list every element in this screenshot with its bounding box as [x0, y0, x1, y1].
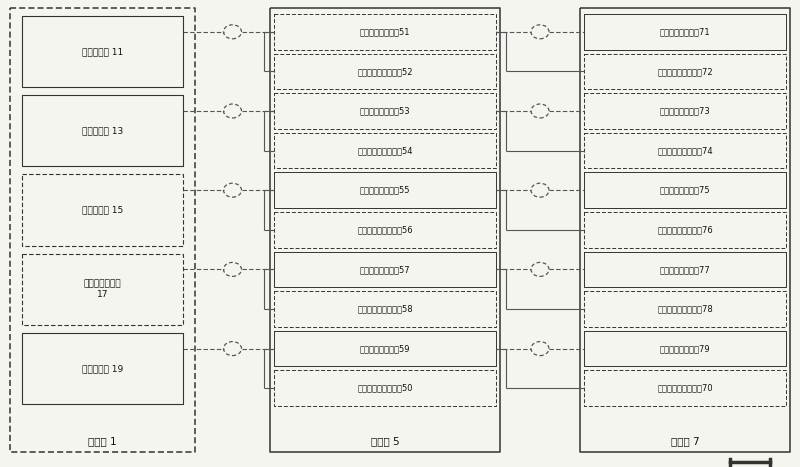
Text: 反馈传感器 19: 反馈传感器 19	[82, 364, 123, 373]
Text: 主机房 1: 主机房 1	[88, 436, 117, 446]
Text: 第一信号转接端子51: 第一信号转接端子51	[360, 27, 410, 36]
Text: 调速系统传感器
17: 调速系统传感器 17	[84, 280, 122, 299]
Text: 第一信号接收端子71: 第一信号接收端子71	[660, 27, 710, 36]
Text: 转接箱 5: 转接箱 5	[370, 436, 399, 446]
Text: 第二信号转接端子53: 第二信号转接端子53	[360, 106, 410, 115]
Text: 第四屏蔽层转接端子58: 第四屏蔽层转接端子58	[357, 304, 413, 313]
Text: 第五屏蔽层转接端子50: 第五屏蔽层转接端子50	[358, 384, 413, 393]
Text: 第五信号接收端子79: 第五信号接收端子79	[660, 344, 710, 353]
Text: 第五信号转接端子59: 第五信号转接端子59	[360, 344, 410, 353]
Text: 第二屏蔽层接地端子74: 第二屏蔽层接地端子74	[657, 146, 713, 155]
Text: 温度传感器 11: 温度传感器 11	[82, 47, 123, 56]
Text: 第三信号接收端子75: 第三信号接收端子75	[660, 186, 710, 195]
Text: 第四信号接收端子77: 第四信号接收端子77	[660, 265, 710, 274]
Text: 第四屏蔽层接地端子78: 第四屏蔽层接地端子78	[657, 304, 713, 313]
Text: 第一屏蔽层转接端子52: 第一屏蔽层转接端子52	[358, 67, 413, 76]
Text: 第三信号转接端子55: 第三信号转接端子55	[360, 186, 410, 195]
Text: 第二信号接收端子73: 第二信号接收端子73	[660, 106, 710, 115]
Text: 第一屏蔽层接地端子72: 第一屏蔽层接地端子72	[657, 67, 713, 76]
Text: 第五屏蔽层接地端子70: 第五屏蔽层接地端子70	[657, 384, 713, 393]
Text: 第三屏蔽层接地端子76: 第三屏蔽层接地端子76	[657, 225, 713, 234]
Text: 转速传感器 15: 转速传感器 15	[82, 205, 123, 214]
Text: 第三屏蔽层转接端子56: 第三屏蔽层转接端子56	[357, 225, 413, 234]
Text: 控制柜 7: 控制柜 7	[670, 436, 699, 446]
Text: 压力传感器 13: 压力传感器 13	[82, 126, 123, 135]
Text: 第二屏蔽层转接端子54: 第二屏蔽层转接端子54	[358, 146, 413, 155]
Text: 第四信号转接端子57: 第四信号转接端子57	[360, 265, 410, 274]
